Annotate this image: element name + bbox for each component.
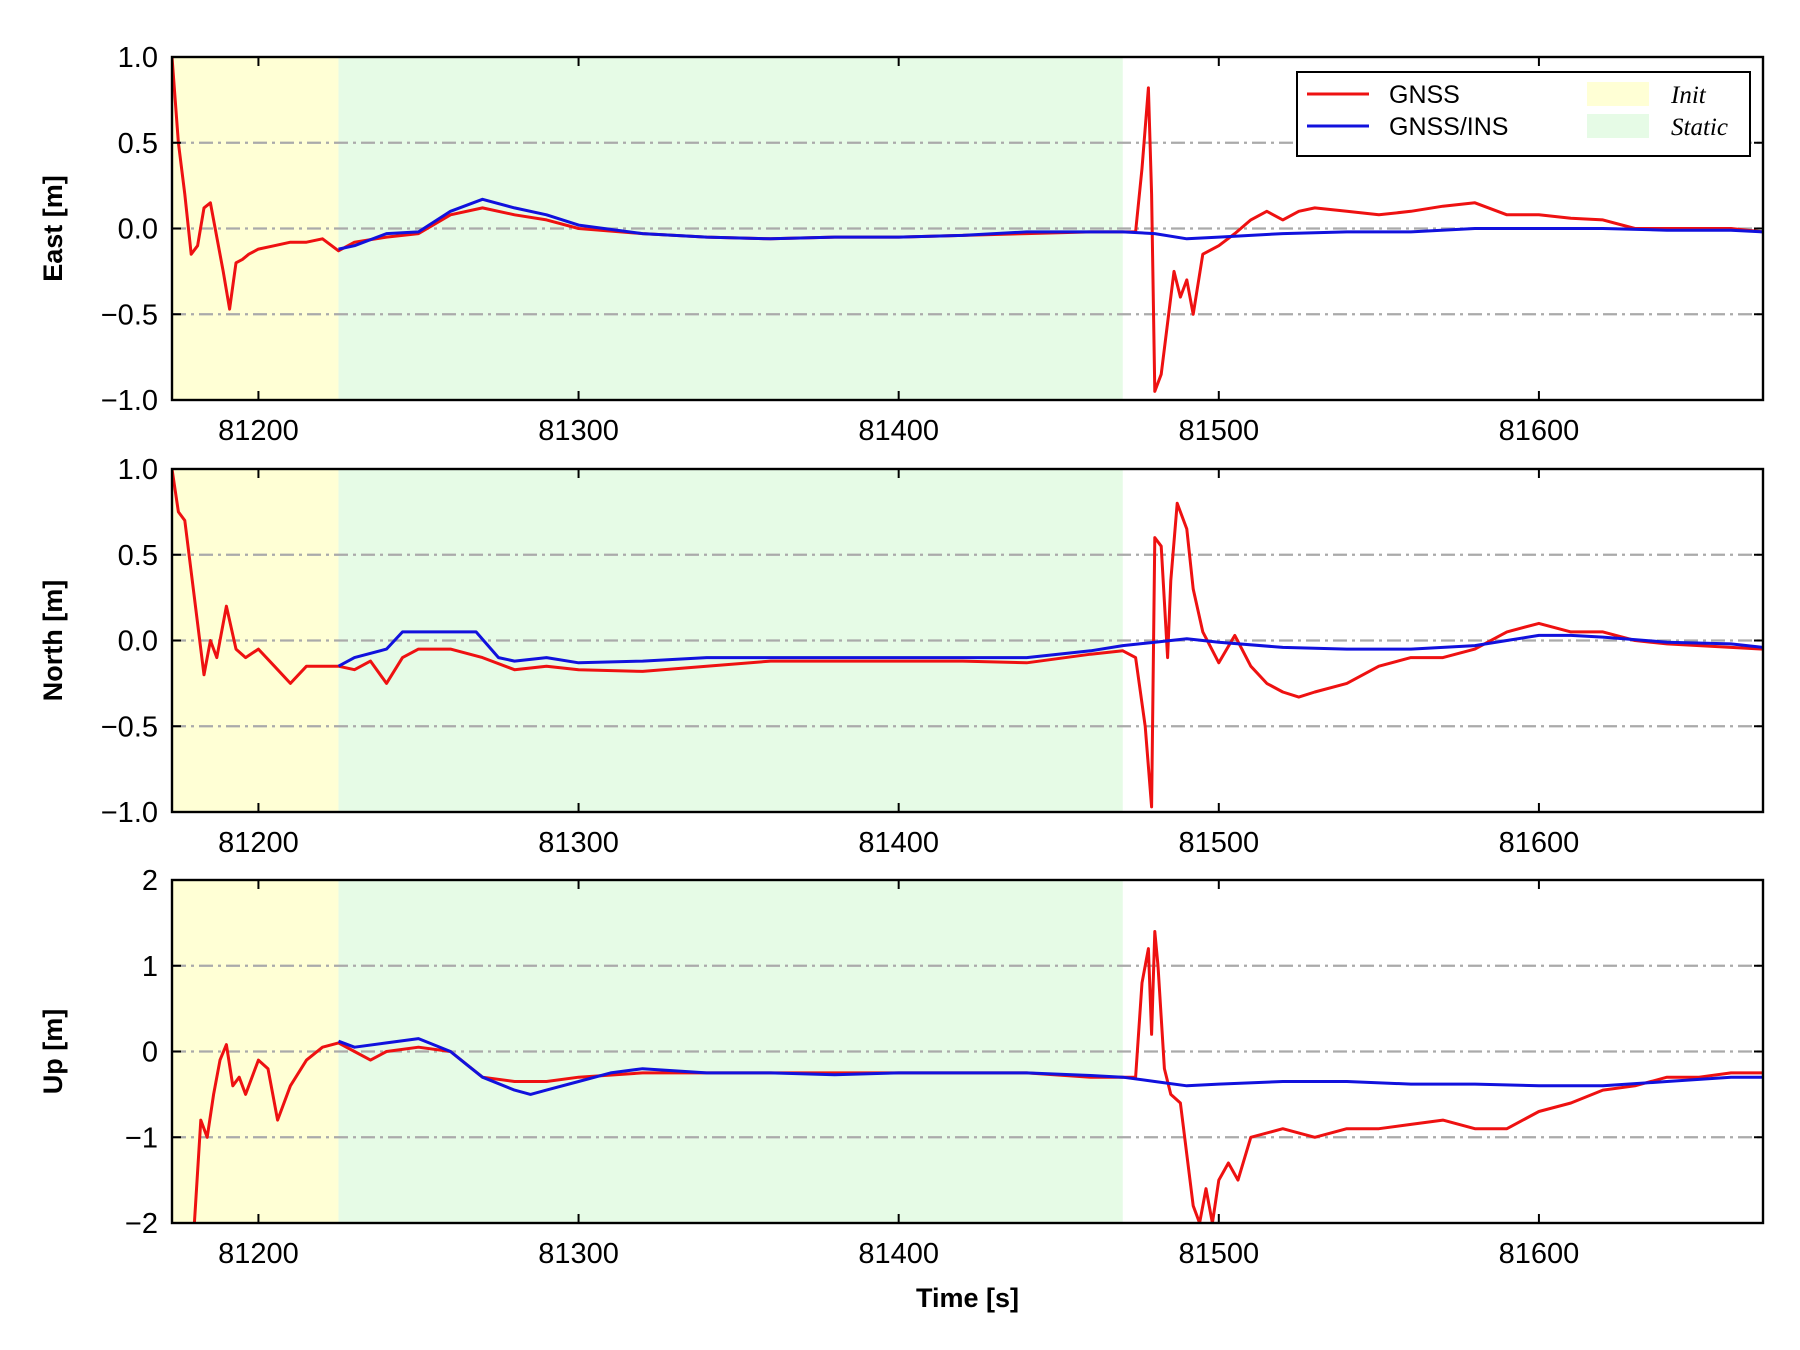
- y-tick-label: −1: [125, 1122, 158, 1154]
- legend-label: Static: [1671, 114, 1728, 141]
- y-axis-label: Up [m]: [38, 1009, 68, 1094]
- x-tick-label: 81400: [858, 1238, 939, 1270]
- legend-label: GNSS: [1389, 81, 1460, 109]
- y-tick-label: −2: [125, 1208, 158, 1240]
- x-tick-label: 81400: [858, 415, 939, 447]
- x-tick-label: 81500: [1178, 827, 1259, 859]
- series-line-gnss: [172, 469, 1763, 809]
- y-tick-label: −1.0: [101, 797, 158, 829]
- x-tick-label: 81500: [1178, 1238, 1259, 1270]
- y-tick-label: −0.5: [101, 299, 158, 331]
- subplot-1: 81200 81300 81400 81500 81600 −1.0 −0.5 0.0 0.5 1…: [38, 42, 1765, 447]
- legend-patch-swatch: [1587, 114, 1649, 138]
- y-tick-label: 0.0: [118, 214, 158, 246]
- x-tick-label: 81300: [538, 415, 619, 447]
- y-tick-label: −0.5: [101, 711, 158, 743]
- series-line-gnss-ins: [338, 197, 1763, 251]
- x-tick-label: 81500: [1178, 415, 1259, 447]
- x-tick-label: 81400: [858, 827, 939, 859]
- legend-patch-swatch: [1587, 82, 1649, 106]
- x-axis-label: Time [s]: [916, 1283, 1019, 1313]
- series-line-gnss-ins: [337, 1037, 1763, 1096]
- y-axis-label: North [m]: [38, 580, 68, 701]
- x-tick-label: 81600: [1499, 415, 1580, 447]
- legend: GNSS GNSS/INS Init Static: [1296, 71, 1751, 157]
- y-tick-label: 0.5: [118, 128, 158, 160]
- x-tick-label: 81600: [1499, 1238, 1580, 1270]
- subplot-2: 81200 81300 81400 81500 81600 −1.0 −0.5 0.0 0.5 1…: [38, 454, 1765, 859]
- x-tick-label: 81300: [538, 827, 619, 859]
- shaded-region-static: [338, 469, 1123, 812]
- y-tick-label: 0.5: [118, 540, 158, 572]
- y-tick-label: 2: [142, 865, 158, 897]
- legend-label: GNSS/INS: [1389, 113, 1508, 141]
- y-tick-label: 0.0: [118, 626, 158, 658]
- y-tick-label: 1.0: [118, 454, 158, 486]
- subplot-3: 81200 81300 81400 81500 81600 −2 −1 0 1 2 Up [m] Ti…: [38, 865, 1765, 1313]
- y-tick-label: 1.0: [118, 42, 158, 74]
- legend-box: [1296, 71, 1751, 157]
- x-tick-label: 81600: [1499, 827, 1580, 859]
- y-axis-label: East [m]: [38, 175, 68, 282]
- series-line-gnss-ins: [337, 630, 1763, 668]
- x-tick-label: 81200: [218, 1238, 299, 1270]
- shaded-region-static: [338, 57, 1123, 400]
- y-tick-label: −1.0: [101, 385, 158, 417]
- y-tick-label: 0: [142, 1037, 158, 1069]
- x-tick-label: 81200: [218, 827, 299, 859]
- legend-label: Init: [1670, 82, 1707, 109]
- shaded-region-static: [338, 880, 1123, 1223]
- y-tick-label: 1: [142, 951, 158, 983]
- x-tick-label: 81200: [218, 415, 299, 447]
- x-tick-label: 81300: [538, 1238, 619, 1270]
